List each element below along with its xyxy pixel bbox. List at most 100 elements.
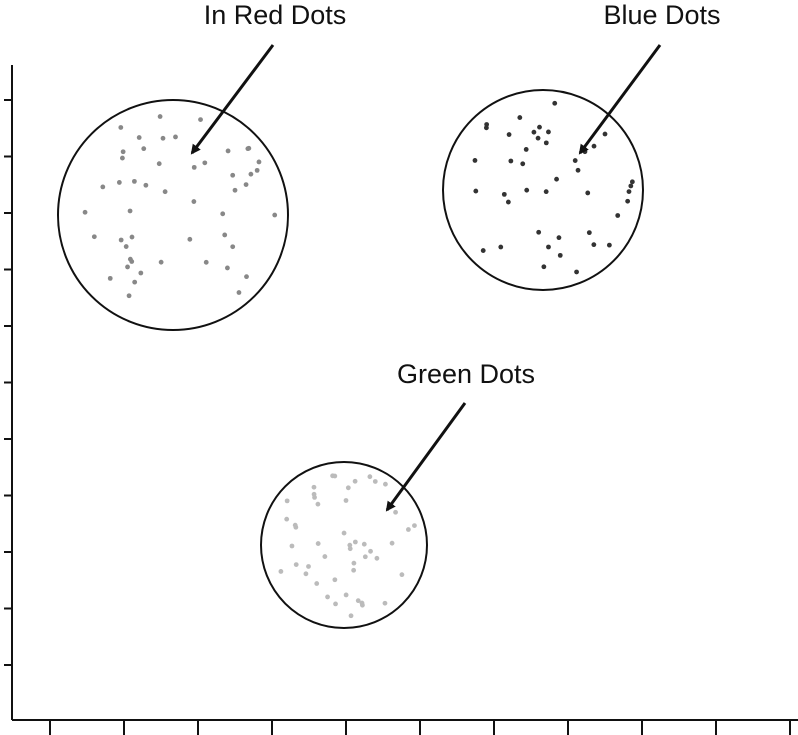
dot bbox=[225, 148, 231, 154]
dot bbox=[556, 235, 562, 241]
dot bbox=[361, 541, 367, 547]
dot bbox=[480, 248, 486, 253]
dot bbox=[552, 100, 558, 106]
dot bbox=[498, 244, 504, 250]
dot bbox=[343, 498, 349, 503]
red-cluster-circle bbox=[57, 99, 289, 331]
dot bbox=[187, 236, 193, 242]
dot bbox=[256, 159, 262, 165]
dot bbox=[557, 252, 563, 258]
dot bbox=[132, 279, 138, 285]
dot bbox=[362, 554, 368, 560]
dot bbox=[129, 234, 135, 240]
dot bbox=[315, 541, 321, 546]
dot bbox=[222, 232, 228, 238]
dot bbox=[303, 571, 309, 577]
dot bbox=[615, 213, 621, 218]
dot bbox=[136, 135, 142, 140]
dot bbox=[143, 182, 149, 188]
dot bbox=[82, 209, 88, 215]
dot bbox=[348, 613, 354, 619]
dot bbox=[202, 160, 208, 166]
dots bbox=[82, 100, 635, 619]
dot bbox=[341, 530, 347, 536]
dot bbox=[368, 548, 373, 554]
dot bbox=[248, 171, 254, 177]
dot bbox=[100, 184, 106, 190]
axes bbox=[4, 65, 798, 735]
dot bbox=[405, 527, 411, 532]
dot bbox=[591, 143, 597, 149]
dot bbox=[158, 259, 164, 265]
dot bbox=[351, 560, 357, 566]
dot bbox=[352, 539, 358, 545]
dot bbox=[389, 540, 395, 546]
annotation: Green Dots bbox=[397, 359, 535, 389]
dot bbox=[129, 259, 135, 264]
dot bbox=[254, 167, 260, 173]
dot bbox=[116, 180, 122, 185]
dot bbox=[343, 592, 349, 598]
dot bbox=[537, 124, 542, 130]
arrow bbox=[385, 402, 467, 512]
dot bbox=[243, 182, 249, 188]
dot bbox=[501, 191, 507, 197]
dot bbox=[625, 198, 631, 204]
dot bbox=[322, 554, 328, 559]
dot bbox=[591, 242, 597, 248]
dot bbox=[232, 187, 238, 193]
dot bbox=[472, 158, 478, 163]
dot bbox=[138, 270, 144, 276]
dot bbox=[325, 594, 330, 600]
dot bbox=[91, 234, 97, 240]
dot bbox=[332, 577, 338, 583]
dot bbox=[524, 187, 530, 193]
dot bbox=[393, 509, 398, 515]
dot bbox=[347, 546, 353, 552]
dot bbox=[306, 564, 311, 569]
dot bbox=[546, 244, 551, 250]
dot bbox=[333, 601, 338, 607]
dot bbox=[505, 199, 511, 205]
dot bbox=[543, 189, 549, 195]
dot bbox=[585, 190, 591, 196]
dot bbox=[523, 147, 529, 152]
dot bbox=[574, 269, 579, 275]
dot bbox=[531, 129, 537, 135]
dot bbox=[278, 569, 284, 574]
dot bbox=[191, 164, 197, 170]
dot bbox=[173, 134, 178, 140]
dot bbox=[351, 567, 357, 573]
dot bbox=[506, 132, 512, 137]
dot bbox=[289, 543, 295, 549]
dot bbox=[602, 131, 608, 137]
dot bbox=[626, 189, 632, 195]
dot bbox=[120, 155, 125, 161]
dot bbox=[412, 523, 417, 528]
dot bbox=[315, 501, 321, 507]
dot bbox=[383, 481, 388, 487]
annotation: Blue Dots bbox=[603, 0, 720, 30]
dot bbox=[203, 259, 209, 265]
dot bbox=[536, 229, 542, 235]
dot bbox=[543, 140, 549, 146]
dot bbox=[198, 117, 203, 122]
dot bbox=[123, 244, 129, 249]
dot bbox=[517, 115, 523, 120]
dot bbox=[118, 237, 124, 243]
dot bbox=[367, 474, 373, 480]
dot bbox=[520, 161, 526, 167]
dot bbox=[191, 199, 197, 204]
dot bbox=[160, 135, 166, 141]
arrow bbox=[190, 44, 275, 155]
dot bbox=[125, 264, 130, 270]
dot bbox=[508, 158, 514, 164]
green-cluster-circle bbox=[260, 461, 428, 629]
dot bbox=[107, 275, 113, 281]
dot bbox=[483, 125, 489, 131]
dot bbox=[156, 161, 162, 167]
dot bbox=[372, 479, 378, 484]
dot bbox=[352, 478, 358, 484]
dot bbox=[225, 265, 230, 271]
